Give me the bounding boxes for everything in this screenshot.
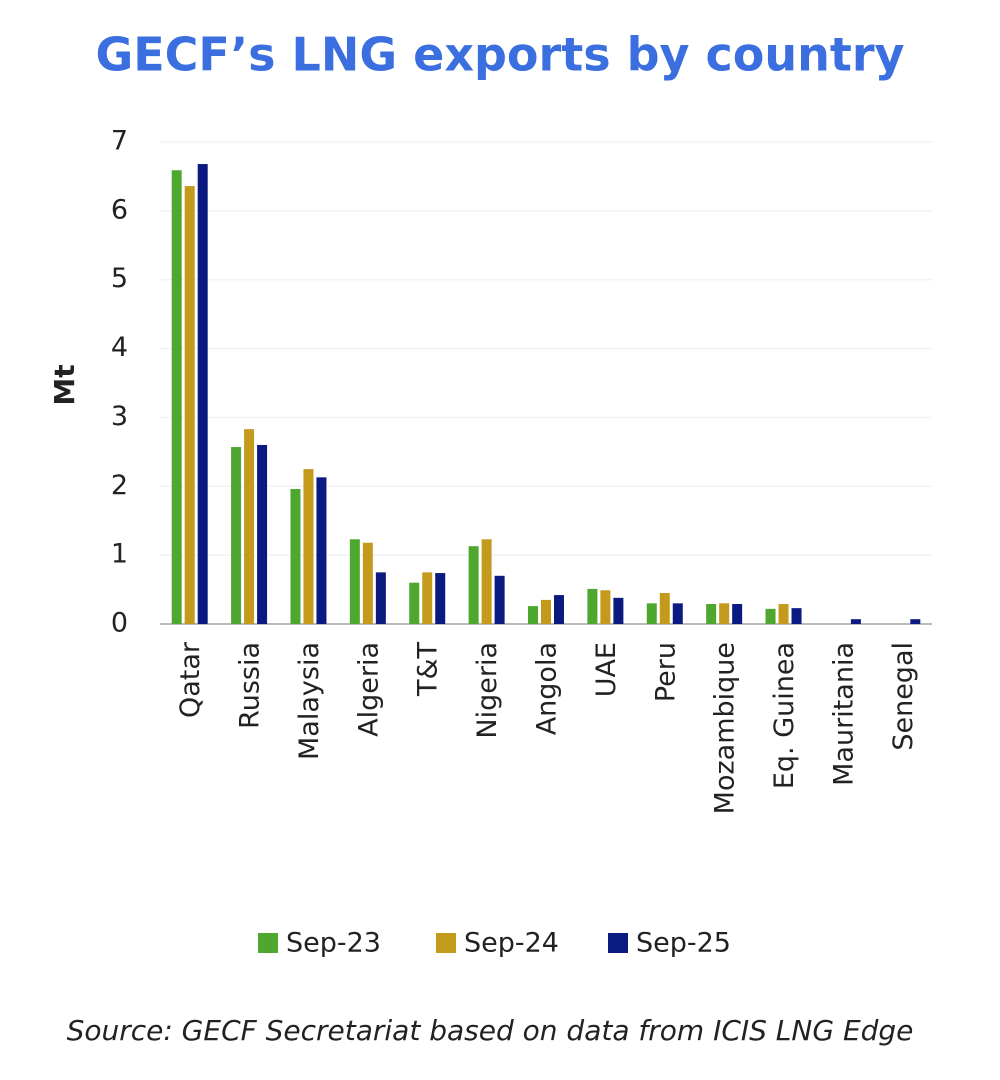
bar	[349, 539, 360, 624]
y-tick-label: 3	[111, 401, 128, 432]
y-tick-label: 6	[111, 194, 128, 225]
x-tick-label: Algeria	[353, 642, 384, 737]
bar	[290, 489, 301, 624]
bar	[375, 572, 386, 624]
y-tick-label: 0	[111, 608, 128, 639]
bar	[587, 588, 598, 624]
bar	[231, 447, 242, 624]
x-tick-label: Qatar	[175, 641, 206, 718]
bar	[706, 604, 717, 624]
bar	[468, 546, 479, 624]
bar	[257, 444, 268, 624]
y-tick-label: 4	[111, 332, 128, 363]
x-tick-label: Nigeria	[472, 642, 503, 739]
x-tick-label: Senegal	[888, 642, 919, 751]
bar	[362, 542, 373, 624]
bar	[244, 429, 255, 624]
x-tick-label: Peru	[650, 642, 681, 702]
x-tick-label: Angola	[532, 642, 563, 735]
bar	[613, 597, 624, 624]
bar	[791, 608, 802, 624]
bar	[541, 599, 551, 624]
bar	[778, 604, 789, 624]
bar	[554, 595, 564, 624]
y-tick-label: 5	[111, 263, 128, 294]
bar	[494, 575, 505, 624]
legend-swatch	[258, 933, 278, 953]
bar	[719, 603, 730, 624]
bar	[316, 477, 327, 624]
bar	[850, 619, 861, 624]
bar	[910, 619, 921, 624]
x-tick-label: T&T	[413, 642, 444, 698]
x-tick-label: Russia	[235, 642, 266, 729]
bar	[732, 604, 743, 624]
bar	[184, 186, 195, 624]
x-tick-label: Mozambique	[710, 642, 741, 814]
bar	[765, 608, 776, 624]
x-tick-label: UAE	[591, 642, 622, 697]
bar	[422, 572, 433, 624]
bar	[528, 606, 538, 624]
legend-swatch	[436, 933, 456, 953]
legend-label: Sep-23	[286, 928, 381, 959]
bar	[672, 603, 683, 624]
bar	[481, 539, 492, 624]
bar	[409, 582, 420, 624]
legend-swatch	[608, 933, 628, 953]
y-tick-label: 1	[111, 539, 128, 570]
bar	[435, 573, 446, 624]
y-tick-label: 2	[111, 470, 128, 501]
bar	[600, 590, 611, 624]
source-note: Source: GECF Secretariat based on data f…	[67, 1014, 914, 1047]
bar	[659, 593, 670, 624]
bar	[303, 469, 314, 624]
x-tick-label: Mauritania	[828, 642, 859, 786]
bar	[197, 164, 208, 624]
legend-label: Sep-25	[636, 928, 731, 959]
bar	[646, 603, 657, 624]
bar	[171, 170, 182, 624]
y-axis-label: Mt	[48, 364, 81, 405]
y-tick-label: 7	[111, 126, 128, 157]
legend-label: Sep-24	[464, 928, 559, 959]
x-tick-label: Malaysia	[294, 642, 325, 760]
chart-title: GECF’s LNG exports by country	[95, 28, 904, 82]
x-tick-label: Eq. Guinea	[769, 642, 800, 789]
